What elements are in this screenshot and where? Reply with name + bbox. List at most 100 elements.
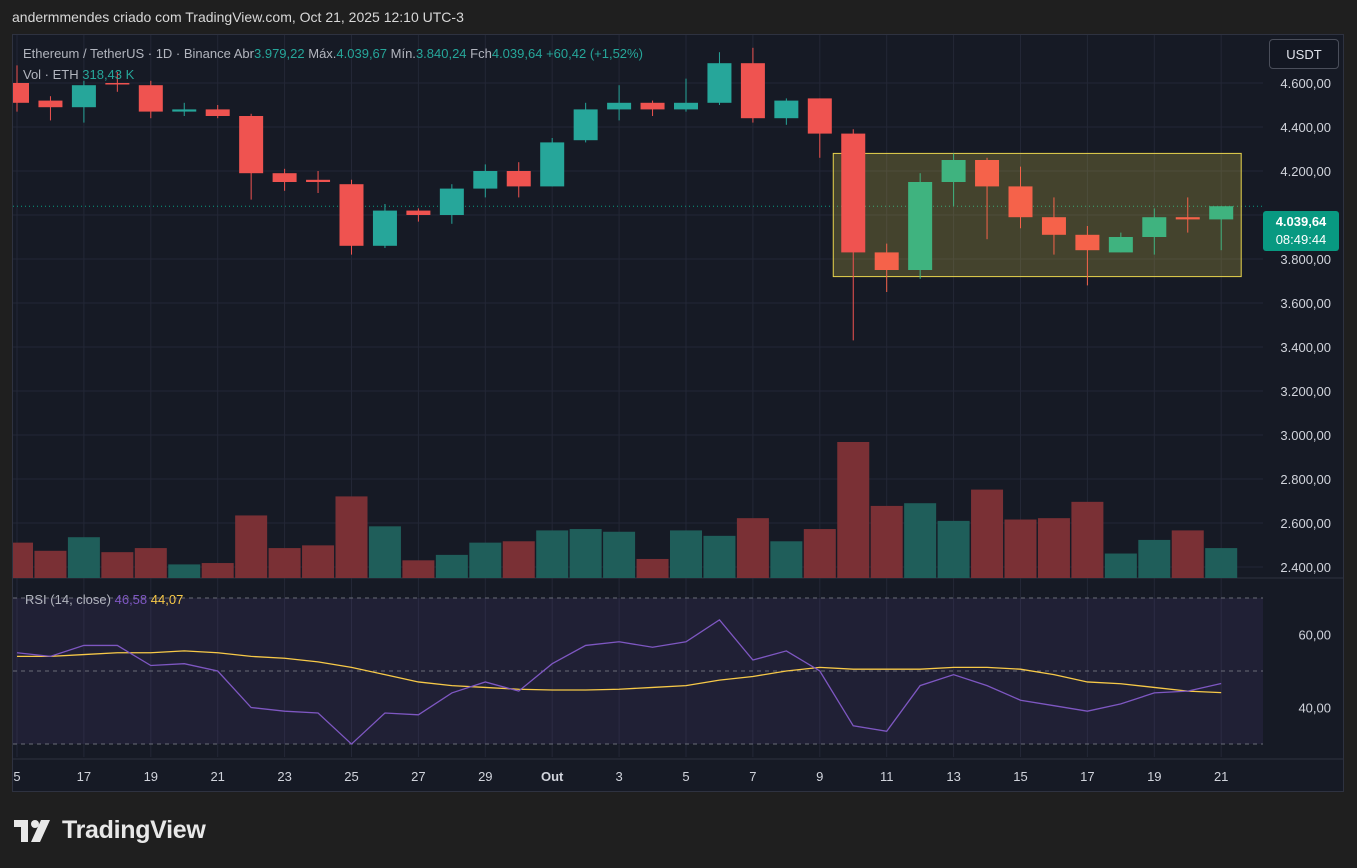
bar-countdown: 08:49:44 <box>1275 232 1327 247</box>
candle-body <box>306 179 331 182</box>
volume-bar <box>703 535 736 578</box>
candle-body <box>975 160 1000 187</box>
volume-bar <box>837 442 870 578</box>
low-label: Mín. <box>390 46 416 61</box>
candle-body <box>740 63 765 119</box>
last-price: 4.039,64 <box>1275 214 1327 229</box>
candle-body <box>1142 217 1167 237</box>
candle-body <box>38 100 63 108</box>
volume-bar <box>13 542 33 578</box>
tradingview-logo[interactable]: TradingView <box>14 816 206 845</box>
candle-body <box>1008 186 1033 218</box>
candle-body <box>841 133 866 253</box>
time-tick-label: 29 <box>478 769 492 784</box>
volume-bar <box>402 560 435 578</box>
rsi-line <box>16 619 1222 745</box>
chart-frame[interactable]: 4.600,004.400,004.200,004.000,003.800,00… <box>12 34 1344 792</box>
candle-body <box>874 252 899 270</box>
volume-bar <box>368 526 401 578</box>
time-tick-label: 27 <box>411 769 425 784</box>
candle-body <box>372 210 397 246</box>
rsi-legend: RSI (14, close) 46,58 44,07 <box>25 592 183 607</box>
time-tick-label: 17 <box>77 769 91 784</box>
candle-body <box>707 63 732 103</box>
volume-bar <box>1037 518 1070 578</box>
volume-bar <box>904 503 937 578</box>
candlestick-chart[interactable]: 4.600,004.400,004.200,004.000,003.800,00… <box>13 35 1344 792</box>
price-tick-label: 3.600,00 <box>1280 296 1331 311</box>
time-tick-label: 21 <box>1214 769 1228 784</box>
price-tick-label: 2.800,00 <box>1280 472 1331 487</box>
price-tick-label: 4.600,00 <box>1280 76 1331 91</box>
axis-labels: 4.600,004.400,004.200,004.000,003.800,00… <box>13 76 1331 784</box>
time-tick-label: 19 <box>144 769 158 784</box>
volume-bar <box>168 564 201 578</box>
volume-bar <box>201 563 234 578</box>
low-value: 3.840,24 <box>415 46 467 61</box>
price-tick-label: 3.000,00 <box>1280 428 1331 443</box>
volume-bar <box>134 548 167 578</box>
time-tick-label: 21 <box>210 769 224 784</box>
price-tick-label: 2.400,00 <box>1280 560 1331 575</box>
candle-body <box>640 102 665 110</box>
volume-bar <box>670 530 702 578</box>
currency-button[interactable]: USDT <box>1269 39 1339 69</box>
volume-bar <box>67 537 100 578</box>
time-tick-label: 5 <box>13 769 20 784</box>
candle-body <box>439 188 464 215</box>
high-value: 4.039,67 <box>336 46 388 61</box>
candle-body <box>607 102 632 110</box>
candle-body <box>272 173 297 182</box>
volume-bar <box>1171 530 1204 578</box>
close-value: 4.039,64 <box>491 46 543 61</box>
volume-bar <box>937 520 970 578</box>
volume-bar <box>1104 553 1137 578</box>
candle-body <box>941 160 966 182</box>
candle-body <box>774 100 799 119</box>
volume-bar <box>536 530 569 578</box>
price-tick-label: 4.200,00 <box>1280 164 1331 179</box>
candle-body <box>1175 217 1200 220</box>
open-label: Abr <box>233 46 254 61</box>
time-tick-label: 5 <box>682 769 689 784</box>
candle-body <box>1209 206 1234 220</box>
volume-label: Vol · ETH <box>23 67 79 82</box>
candle-body <box>172 109 197 112</box>
candle-body <box>908 182 933 270</box>
volume-bar <box>736 518 769 578</box>
volume-bar <box>770 541 803 578</box>
time-tick-label: Out <box>541 769 564 784</box>
high-label: Máx. <box>308 46 337 61</box>
volume-bar <box>971 489 1004 578</box>
volume-bar <box>803 529 836 578</box>
candle-body <box>506 171 531 187</box>
volume-bar <box>435 554 468 578</box>
volume-bar <box>1071 501 1104 578</box>
volume-bars <box>13 442 1238 578</box>
candle-body <box>239 116 264 174</box>
volume-value: 318,43 K <box>82 67 135 82</box>
time-tick-label: 9 <box>816 769 823 784</box>
time-tick-label: 19 <box>1147 769 1161 784</box>
candle-body <box>1041 217 1066 235</box>
tradingview-logo-text: TradingView <box>62 816 206 844</box>
rsi-ma-line <box>17 650 1222 694</box>
time-tick-label: 11 <box>880 769 894 784</box>
candle-body <box>1108 237 1133 253</box>
time-tick-label: 23 <box>277 769 291 784</box>
volume-bar <box>235 515 268 578</box>
close-label: Fch <box>470 46 492 61</box>
price-tick-label: 4.400,00 <box>1280 120 1331 135</box>
volume-bar <box>1205 548 1238 578</box>
volume-bar <box>569 529 602 578</box>
price-tick-label: 3.800,00 <box>1280 252 1331 267</box>
candle-body <box>1075 234 1100 251</box>
time-tick-label: 13 <box>946 769 960 784</box>
volume-bar <box>636 558 669 578</box>
price-tick-label: 3.400,00 <box>1280 340 1331 355</box>
rsi-pane <box>13 597 1263 745</box>
highlight-box <box>832 152 1242 278</box>
volume-legend: Vol · ETH 318,43 K <box>23 67 134 82</box>
candle-body <box>13 83 29 103</box>
volume-bar <box>268 548 301 578</box>
